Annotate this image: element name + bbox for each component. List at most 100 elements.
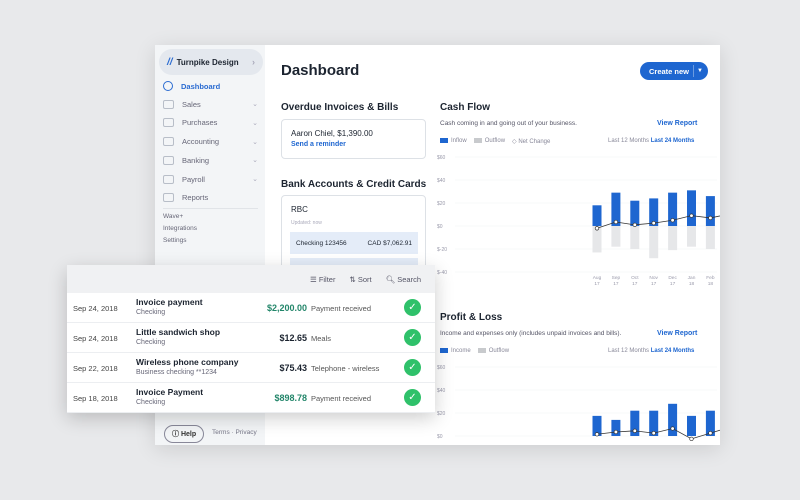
check-icon[interactable]: ✓ (404, 389, 421, 406)
create-new-button[interactable]: Create new ▼ (640, 62, 708, 80)
category[interactable]: Payment received (311, 304, 372, 313)
pl-view-report[interactable]: View Report (657, 330, 698, 337)
overdue-item: Aaron Chiel, $1,390.00 (291, 129, 373, 138)
pl-period: Last 12 Months Last 24 Months (608, 348, 694, 354)
account-name: Checking 123456 (296, 239, 347, 247)
period-24[interactable]: Last 24 Months (650, 138, 695, 144)
sidebar-item-sales[interactable]: Sales ⌄ (163, 99, 258, 109)
date: Sep 18, 2018 (73, 394, 118, 403)
account: Business checking **1234 (136, 369, 217, 376)
period-12[interactable]: Last 12 Months (608, 348, 650, 354)
chevron-down-icon[interactable]: ⌄ (252, 119, 258, 127)
sidebar-item-reports[interactable]: Reports (163, 193, 258, 203)
link-integrations[interactable]: Integrations (163, 225, 197, 232)
sort-button[interactable]: ⇅ Sort (349, 274, 372, 284)
pl-subtitle: Income and expenses only (includes unpai… (440, 330, 622, 337)
chevron-down-icon[interactable]: ⌄ (252, 176, 258, 183)
y-tick-label: $60 (437, 155, 446, 161)
inflow-bar (592, 205, 602, 226)
outflow-bar (687, 226, 696, 247)
category[interactable]: Meals (311, 334, 332, 343)
amount: $75.43 (279, 363, 307, 373)
y-tick-label: $20 (437, 411, 446, 417)
table-row[interactable]: Sep 24, 2018 Little sandwich shop Checki… (67, 323, 435, 353)
amount: $12.65 (279, 333, 307, 343)
inflow-bar (687, 190, 696, 226)
x-tick-label: 17 (594, 281, 600, 287)
x-tick-label: 18 (708, 281, 714, 287)
category[interactable]: Telephone - wireless (311, 364, 380, 373)
caret-down-icon[interactable]: ▼ (697, 68, 703, 74)
x-tick-label: Sep (612, 275, 621, 281)
business-switcher[interactable]: //Turnpike Design › (159, 49, 263, 75)
y-tick-label: $-20 (437, 247, 447, 253)
outflow-bar (705, 226, 715, 249)
filter-button[interactable]: ☰ Filter (310, 274, 336, 284)
x-tick-label: Dec (668, 275, 677, 281)
x-tick-label: Nov (649, 275, 658, 281)
link-wave-plus[interactable]: Wave+ (163, 213, 184, 220)
description: Wireless phone company (136, 357, 239, 367)
chevron-down-icon[interactable]: ⌄ (252, 101, 258, 109)
cashflow-title: Cash Flow (440, 102, 491, 113)
period-24[interactable]: Last 24 Months (650, 348, 695, 354)
chevron-down-icon[interactable]: ⌄ (252, 138, 258, 146)
cashflow-view-report[interactable]: View Report (657, 120, 698, 127)
sidebar-item-label: Dashboard (181, 81, 221, 91)
check-icon[interactable]: ✓ (404, 299, 421, 316)
inflow-bar (611, 192, 621, 226)
description: Little sandwich shop (136, 327, 221, 337)
search-button[interactable]: 🔍︎ Search (385, 274, 421, 284)
income-bar (592, 415, 602, 436)
net-point (651, 220, 656, 226)
pl-chart: $60 $40 $20 $0 (437, 365, 720, 442)
check-icon[interactable]: ✓ (404, 359, 421, 376)
date: Sep 22, 2018 (73, 364, 118, 373)
period-12[interactable]: Last 12 Months (608, 138, 650, 144)
link-settings[interactable]: Settings (163, 237, 187, 244)
bank-title: Bank Accounts & Credit Cards (281, 179, 427, 190)
sidebar-item-label: Purchases (182, 118, 218, 128)
legend-income: Income (440, 348, 471, 354)
send-reminder-link[interactable]: Send a reminder (291, 141, 346, 148)
y-tick-label: $20 (437, 201, 446, 207)
sidebar-item-dashboard[interactable]: Dashboard (163, 81, 258, 91)
check-icon[interactable]: ✓ (404, 329, 421, 346)
category[interactable]: Payment received (311, 394, 372, 403)
sidebar-item-label: Reports (182, 193, 209, 203)
table-row[interactable]: Sep 22, 2018 Wireless phone company Busi… (67, 353, 435, 383)
wave-logo: // (167, 56, 173, 68)
table-row[interactable]: Sep 24, 2018 Invoice payment Checking $2… (67, 293, 435, 323)
net-point (613, 219, 619, 225)
table-row[interactable]: Sep 18, 2018 Invoice Payment Checking $8… (67, 383, 435, 413)
x-tick-label: Jan (688, 275, 696, 281)
pl-legend: Income Outflow (440, 348, 509, 354)
date: Sep 24, 2018 (73, 304, 118, 313)
y-tick-label: $-40 (437, 270, 447, 276)
x-tick-label: Oct (631, 275, 639, 281)
terms-privacy-links[interactable]: Terms · Privacy (212, 429, 257, 436)
sidebar-item-purchases[interactable]: Purchases ⌄ (163, 118, 258, 128)
x-tick-label: 18 (689, 281, 695, 287)
page-title: Dashboard (281, 62, 360, 79)
account: Checking (136, 399, 166, 406)
bank-account-row[interactable]: Checking 123456 CAD $7,062.91 (290, 232, 418, 254)
inflow-bar (668, 192, 678, 226)
cashflow-period: Last 12 Months Last 24 Months (608, 138, 694, 144)
amount: $898.78 (274, 393, 307, 403)
chevron-down-icon[interactable]: ⌄ (252, 157, 258, 165)
outflow-bar (592, 226, 602, 253)
help-button[interactable]: ⓘ Help (164, 425, 205, 443)
net-point (689, 213, 694, 218)
sidebar-item-payroll[interactable]: Payroll ⌄ (163, 174, 258, 184)
sidebar-item-accounting[interactable]: Accounting ⌄ (163, 137, 258, 147)
overdue-title: Overdue Invoices & Bills (281, 102, 399, 113)
sidebar-item-label: Accounting (182, 137, 220, 147)
legend-net: ◇ Net Change (512, 139, 551, 145)
net-point (670, 426, 675, 431)
income-bar (705, 410, 715, 436)
sidebar-item-banking[interactable]: Banking ⌄ (163, 155, 258, 165)
outflow-bar (611, 226, 621, 247)
payroll-icon (163, 174, 174, 184)
outflow-bar (668, 226, 678, 251)
